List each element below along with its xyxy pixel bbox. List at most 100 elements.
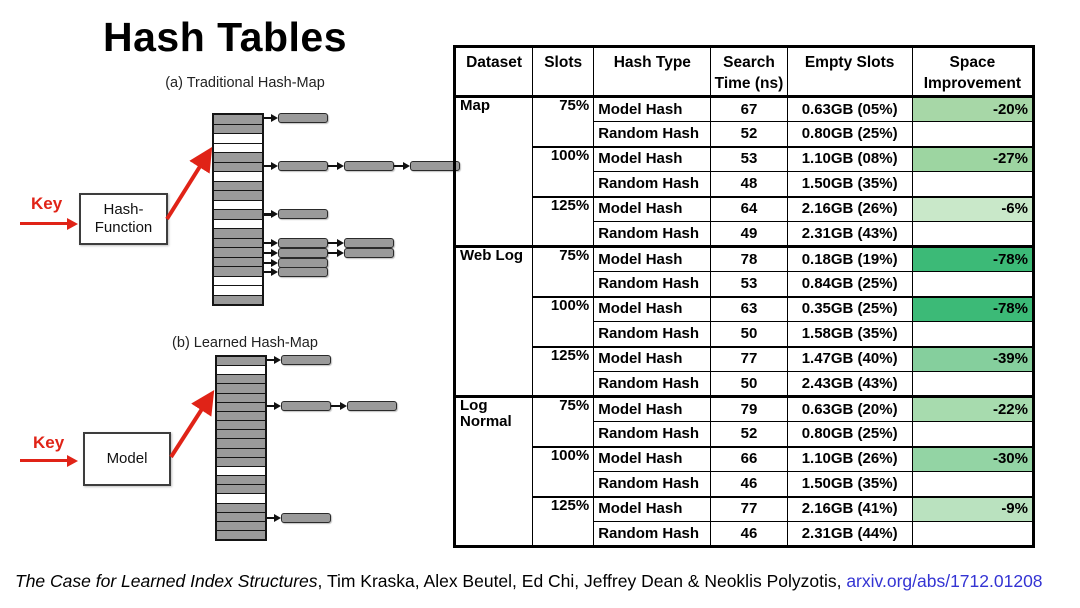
cell-slots: 75% bbox=[532, 95, 595, 147]
hash-slot bbox=[217, 438, 265, 448]
chain-arrow-icon bbox=[328, 249, 344, 258]
cell-search-time: 63 bbox=[710, 295, 788, 322]
hash-slot bbox=[214, 275, 262, 285]
cell-space-improvement bbox=[911, 121, 1035, 147]
arrowhead-icon bbox=[271, 162, 278, 171]
cell-space-improvement bbox=[911, 521, 1035, 547]
cell-empty-slots: 1.58GB (35%) bbox=[786, 321, 913, 347]
hash-slot bbox=[217, 429, 265, 439]
cell-space-improvement: -22% bbox=[911, 395, 1035, 422]
hash-slot bbox=[214, 256, 262, 266]
cell-slots: 125% bbox=[532, 345, 595, 397]
citation-authors: , Tim Kraska, Alex Beutel, Ed Chi, Jeffr… bbox=[317, 571, 847, 591]
chain-arrow-icon bbox=[264, 258, 278, 267]
hash-slot bbox=[217, 493, 265, 503]
page-title: Hash Tables bbox=[103, 14, 347, 60]
table-row: Random Hash 53 0.84GB (25%) bbox=[455, 271, 1035, 297]
hash-slot bbox=[217, 410, 265, 421]
cell-space-improvement: -27% bbox=[911, 145, 1035, 172]
hash-slot bbox=[214, 228, 262, 238]
cell-hash-type: Random Hash bbox=[593, 221, 712, 247]
key-arrow-b bbox=[20, 454, 78, 467]
red-arrow-a bbox=[165, 146, 213, 221]
hash-slot bbox=[217, 520, 265, 530]
column-header: Empty Slots bbox=[786, 46, 913, 98]
chain-record-box bbox=[347, 401, 397, 412]
cell-space-improvement: -9% bbox=[911, 495, 1035, 522]
chain-record-box bbox=[281, 354, 331, 365]
chain-record-box bbox=[278, 267, 328, 278]
hash-function-box: Hash- Function bbox=[79, 193, 168, 245]
cell-hash-type: Random Hash bbox=[593, 321, 712, 347]
arrowhead-icon bbox=[271, 268, 278, 277]
chain-record-box bbox=[281, 401, 331, 412]
column-header: Dataset bbox=[453, 46, 534, 98]
table-row: Log Normal 75% Model Hash 79 0.63GB (20%) -22… bbox=[453, 395, 1035, 547]
results-table-container: Dataset Slots Hash Type Search Time (ns) Emp… bbox=[453, 45, 1035, 548]
arxiv-link[interactable]: arxiv.org/abs/1712.01208 bbox=[846, 571, 1043, 591]
cell-search-time: 67 bbox=[710, 95, 788, 122]
cell-search-time: 77 bbox=[710, 495, 788, 522]
cell-space-improvement: -78% bbox=[911, 245, 1035, 272]
hash-slot bbox=[217, 502, 265, 512]
table-row: 100% Model Hash 66 1.10GB (26%) -30% bbox=[455, 445, 1035, 497]
cell-empty-slots: 0.80GB (25%) bbox=[786, 421, 913, 447]
chain-arrow-icon bbox=[394, 162, 410, 171]
cell-space-improvement: -20% bbox=[911, 95, 1035, 122]
diagram-a-caption: (a) Traditional Hash-Map bbox=[165, 75, 325, 91]
cell-search-time: 50 bbox=[710, 321, 788, 347]
cell-empty-slots: 2.43GB (43%) bbox=[786, 371, 913, 397]
cell-empty-slots: 1.50GB (35%) bbox=[786, 471, 913, 497]
cell-search-time: 50 bbox=[710, 371, 788, 397]
cell-hash-type: Model Hash bbox=[593, 495, 712, 522]
chain-arrow-icon bbox=[264, 249, 278, 258]
hash-slot bbox=[217, 357, 265, 366]
column-header: Hash Type bbox=[593, 46, 712, 98]
hash-slot bbox=[214, 171, 262, 181]
table-row: 100% Model Hash 53 1.10GB (08%) -27% bbox=[455, 145, 1035, 197]
cell-hash-type: Random Hash bbox=[593, 121, 712, 147]
cell-slots: 100% bbox=[532, 445, 595, 497]
hash-slot bbox=[217, 484, 265, 494]
model-box: Model bbox=[83, 432, 171, 486]
hash-slot bbox=[217, 447, 265, 457]
cell-search-time: 77 bbox=[710, 345, 788, 372]
cell-search-time: 46 bbox=[710, 471, 788, 497]
chain-record-box bbox=[278, 238, 328, 249]
hash-slot bbox=[214, 218, 262, 228]
hash-slot bbox=[217, 529, 265, 540]
chain-record-box bbox=[278, 247, 328, 258]
cell-hash-type: Model Hash bbox=[593, 395, 712, 422]
cell-hash-type: Model Hash bbox=[593, 195, 712, 222]
cell-empty-slots: 1.47GB (40%) bbox=[786, 345, 913, 372]
cell-empty-slots: 2.31GB (43%) bbox=[786, 221, 913, 247]
chain-arrow-icon bbox=[267, 513, 281, 522]
cell-empty-slots: 0.63GB (20%) bbox=[786, 395, 913, 422]
table-row: 125% Model Hash 77 1.47GB (40%) -39% bbox=[455, 345, 1035, 397]
chain-arrow-icon bbox=[267, 402, 281, 411]
cell-slots: 125% bbox=[532, 495, 595, 547]
chain-record-box bbox=[278, 161, 328, 172]
hash-slot bbox=[217, 365, 265, 375]
column-header: Space Improvement bbox=[911, 46, 1035, 98]
table-row: Random Hash 46 1.50GB (35%) bbox=[455, 471, 1035, 497]
arrowhead-icon bbox=[67, 454, 78, 467]
hash-slot bbox=[214, 294, 262, 304]
hash-slot bbox=[214, 266, 262, 276]
cell-empty-slots: 1.10GB (26%) bbox=[786, 445, 913, 472]
cell-slots: 125% bbox=[532, 195, 595, 247]
cell-search-time: 53 bbox=[710, 145, 788, 172]
chain-arrow-icon bbox=[328, 162, 344, 171]
chain-record-box bbox=[344, 247, 394, 258]
cell-hash-type: Model Hash bbox=[593, 145, 712, 172]
hash-slot bbox=[214, 152, 262, 162]
hash-slot bbox=[214, 237, 262, 247]
hash-slot bbox=[214, 247, 262, 257]
cell-empty-slots: 2.31GB (44%) bbox=[786, 521, 913, 547]
hash-slot bbox=[214, 180, 262, 190]
hash-slot bbox=[217, 475, 265, 485]
cell-hash-type: Random Hash bbox=[593, 371, 712, 397]
cell-empty-slots: 0.80GB (25%) bbox=[786, 121, 913, 147]
cell-hash-type: Model Hash bbox=[593, 295, 712, 322]
chain-record-box bbox=[278, 257, 328, 268]
